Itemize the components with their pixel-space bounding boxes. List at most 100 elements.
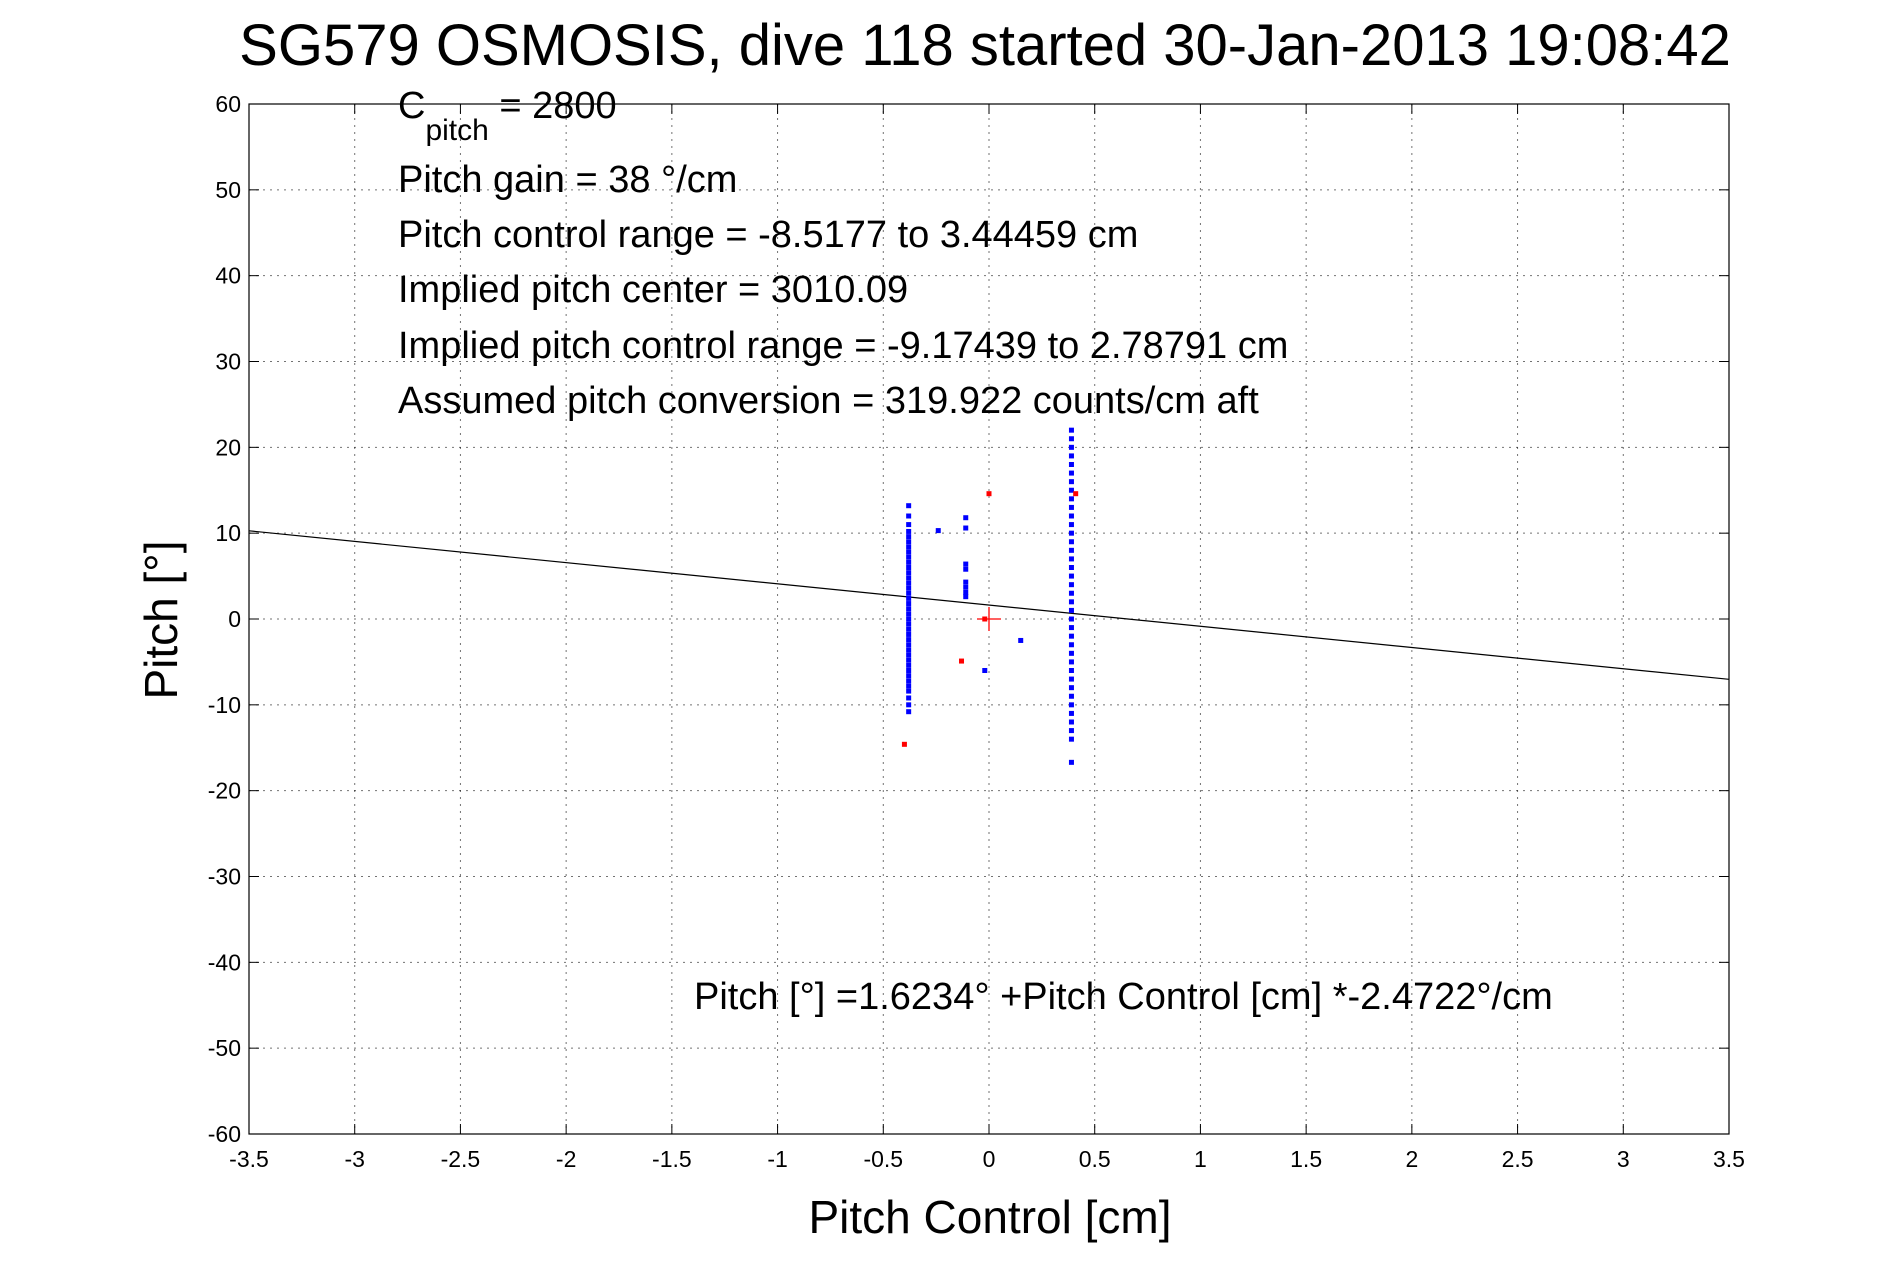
data-point-used — [963, 589, 969, 595]
y-tick-label: 60 — [215, 91, 241, 117]
data-point-used — [1068, 556, 1074, 562]
data-point-used — [1068, 444, 1074, 450]
data-point-used — [906, 683, 912, 689]
data-point-used — [1068, 479, 1074, 485]
data-point-used — [1068, 719, 1074, 725]
data-point-used — [1068, 702, 1074, 708]
x-tick-label: -2.5 — [441, 1146, 481, 1172]
data-point-used — [1068, 573, 1074, 579]
data-point-used — [906, 631, 912, 637]
data-point-used — [906, 601, 912, 607]
data-point-rejected — [1073, 491, 1079, 497]
data-point-used — [906, 611, 912, 617]
data-point-used — [906, 709, 912, 715]
data-point-used — [906, 595, 912, 601]
data-point-used — [1068, 470, 1074, 476]
implied-range-annotation: Implied pitch control range = -9.17439 t… — [398, 325, 1288, 367]
data-point-used — [906, 673, 912, 679]
chart-title: SG579 OSMOSIS, dive 118 started 30-Jan-2… — [239, 13, 1731, 78]
data-point-used — [1068, 522, 1074, 528]
y-tick-label: 20 — [215, 434, 241, 460]
data-point-used — [906, 647, 912, 653]
data-point-used — [906, 522, 912, 528]
data-point-used — [906, 642, 912, 648]
fit-line-layer — [248, 530, 1730, 680]
data-point-used — [906, 554, 912, 560]
x-tick-label: 1.5 — [1290, 1146, 1322, 1172]
data-point-used — [906, 585, 912, 591]
x-tick-label: 1 — [1194, 1146, 1207, 1172]
data-point-used — [963, 561, 969, 567]
data-point-used — [1068, 710, 1074, 716]
data-point-used — [906, 590, 912, 596]
data-point-used — [963, 525, 969, 531]
assumed-conversion-annotation: Assumed pitch conversion = 319.922 count… — [398, 380, 1259, 422]
implied-center-annotation: Implied pitch center = 3010.09 — [398, 269, 908, 311]
x-tick-label: -1.5 — [652, 1146, 692, 1172]
data-point-rejected — [959, 658, 965, 664]
c-pitch-subscript: pitch — [425, 114, 488, 147]
fit-equation-annotation: Pitch [°] =1.6234° +Pitch Control [cm] *… — [694, 976, 1553, 1018]
c-pitch-value: = 2800 — [489, 85, 617, 127]
x-tick-label: -2 — [556, 1146, 576, 1172]
x-tick-label: 2.5 — [1502, 1146, 1534, 1172]
x-tick-label: -1 — [767, 1146, 787, 1172]
data-point-used — [906, 637, 912, 643]
data-point-used — [1068, 504, 1074, 510]
y-axis-ticks: -60 -50 -40 -30 -20 -10 0 10 20 30 40 50 60 — [208, 91, 1729, 1147]
y-tick-label: 40 — [215, 263, 241, 289]
data-point-used — [1068, 625, 1074, 631]
y-tick-label: 0 — [228, 606, 241, 632]
data-point-used — [906, 626, 912, 632]
c-pitch-main: C — [398, 85, 425, 127]
x-tick-label: 0 — [983, 1146, 996, 1172]
data-point-used — [906, 539, 912, 545]
data-point-used — [963, 594, 969, 600]
data-point-used — [906, 570, 912, 576]
data-point-used — [906, 534, 912, 540]
data-point-used — [1068, 453, 1074, 459]
data-point-used — [1068, 659, 1074, 665]
data-point-used — [906, 528, 912, 534]
data-point-used — [906, 549, 912, 555]
x-tick-label: -3.5 — [229, 1146, 269, 1172]
data-point-used — [906, 513, 912, 519]
data-point-used — [1068, 668, 1074, 673]
x-axis-ticks: -3.5 -3 -2.5 -2 -1.5 -1 -0.5 0 0.5 1 1.5 2 2.5 3 3.5 — [229, 104, 1745, 1172]
data-point-used — [1068, 607, 1074, 613]
data-point-used — [906, 652, 912, 658]
data-point-used — [935, 528, 941, 534]
data-point-used — [906, 702, 912, 708]
y-tick-label: 30 — [215, 349, 241, 375]
data-point-used — [1068, 736, 1074, 742]
data-point-used — [963, 566, 969, 572]
data-point-used — [906, 662, 912, 668]
x-axis-label: Pitch Control [cm] — [809, 1191, 1172, 1243]
data-point-used — [906, 657, 912, 663]
data-point-used — [1068, 685, 1074, 691]
data-point-used — [1068, 565, 1074, 570]
data-point-used — [906, 565, 912, 570]
data-point-used — [906, 678, 912, 684]
x-tick-label: 3 — [1617, 1146, 1630, 1172]
data-point-used — [1068, 728, 1074, 734]
data-point-used — [1068, 427, 1074, 433]
center-marker-layer — [977, 607, 1001, 631]
data-point-used — [1068, 547, 1074, 553]
data-point-used — [906, 616, 912, 622]
data-point-used — [1068, 436, 1074, 442]
data-point-used — [906, 688, 912, 694]
data-point-used — [906, 580, 912, 586]
y-tick-label: 50 — [215, 177, 241, 203]
data-points — [901, 427, 1079, 765]
x-tick-label: 2 — [1405, 1146, 1418, 1172]
y-tick-label: -40 — [208, 949, 241, 975]
y-tick-label: -20 — [208, 778, 241, 804]
x-tick-label: -3 — [344, 1146, 364, 1172]
data-point-used — [1068, 513, 1074, 519]
x-tick-label: -0.5 — [863, 1146, 903, 1172]
data-point-used — [1068, 599, 1074, 605]
control-range-annotation: Pitch control range = -8.5177 to 3.44459… — [398, 214, 1138, 256]
data-point-used — [1068, 539, 1074, 545]
data-point-used — [1068, 590, 1074, 596]
